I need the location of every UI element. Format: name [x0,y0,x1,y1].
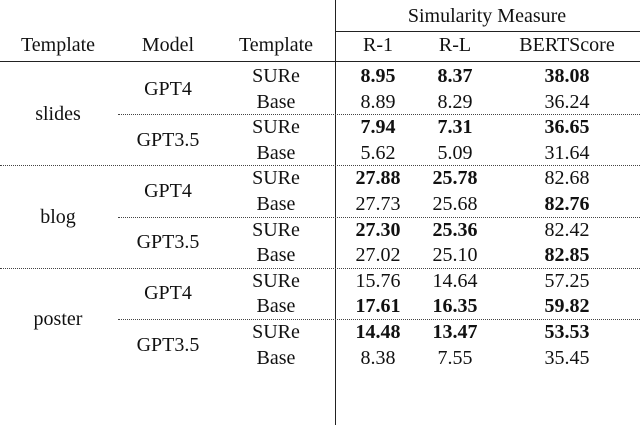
rl-cell: 25.68 [432,193,478,215]
r1-cell: 27.73 [355,193,401,215]
r1-cell: 15.76 [355,269,401,292]
model-label: GPT3.5 [136,333,200,356]
template-group-label: slides [35,103,81,126]
rl-cell: 8.29 [437,90,473,113]
rl-cell: 25.78 [432,167,478,190]
r1-cell: 8.89 [360,90,396,113]
rl-cell: 25.36 [432,218,478,241]
method-cell: Base [256,90,296,113]
bertscore-cell: 82.85 [544,244,590,267]
model-divider [118,319,640,320]
bertscore-cell: 82.76 [544,193,590,215]
bertscore-cell: 36.65 [544,116,590,139]
bertscore-cell: 38.08 [544,65,590,87]
method-cell: SURe [252,116,300,139]
header-subrule [336,31,640,32]
r1-cell: 14.48 [355,321,401,343]
r1-cell: 27.02 [355,244,401,267]
bertscore-cell: 59.82 [544,295,590,318]
model-label: GPT3.5 [136,128,200,151]
r1-cell: 27.30 [355,218,401,241]
method-cell: Base [256,193,296,215]
rl-cell: 7.31 [437,116,473,139]
model-divider [118,216,640,218]
method-cell: SURe [252,269,300,292]
bertscore-cell: 35.45 [544,346,590,369]
model-label: GPT4 [144,180,192,202]
method-cell: SURe [252,321,300,343]
column-header-rl: R-L [438,34,472,56]
method-cell: SURe [252,167,300,190]
method-cell: SURe [252,218,300,241]
rl-cell: 8.37 [437,65,473,87]
column-header-model: Model [141,34,195,56]
rl-cell: 7.55 [437,346,473,369]
model-label: GPT4 [144,282,192,305]
bertscore-cell: 31.64 [544,141,590,164]
bertscore-cell: 57.25 [544,269,590,292]
column-divider [335,0,336,425]
model-label: GPT3.5 [136,231,200,254]
template-group-label: poster [33,308,83,330]
rl-cell: 13.47 [432,321,478,343]
method-cell: Base [256,346,296,369]
rl-cell: 25.10 [432,244,478,267]
column-header-template-group: Template [20,34,96,56]
model-divider [118,114,640,116]
rl-cell: 14.64 [432,269,478,292]
r1-cell: 8.38 [360,346,396,369]
method-cell: Base [256,244,296,267]
r1-cell: 8.95 [360,65,396,87]
template-group-label: blog [40,205,76,228]
header-rule [0,61,640,62]
r1-cell: 17.61 [355,295,401,318]
r1-cell: 5.62 [360,141,396,164]
bertscore-cell: 36.24 [544,90,590,113]
bertscore-cell: 53.53 [544,321,590,343]
rl-cell: 5.09 [437,141,473,164]
model-label: GPT4 [144,77,192,100]
r1-cell: 27.88 [355,167,401,190]
bertscore-cell: 82.42 [544,218,590,241]
similarity-measure-header: Simularity Measure [407,5,567,27]
method-cell: Base [256,141,296,164]
column-header-template-method: Template [238,34,314,56]
r1-cell: 7.94 [360,116,396,139]
method-cell: SURe [252,65,300,87]
group-divider [0,165,640,167]
rl-cell: 16.35 [432,295,478,318]
bertscore-cell: 82.68 [544,167,590,190]
group-divider [0,267,640,269]
column-header-r1: R-1 [363,34,393,56]
method-cell: Base [256,295,296,318]
column-header-bertscore: BERTScore [519,34,615,56]
